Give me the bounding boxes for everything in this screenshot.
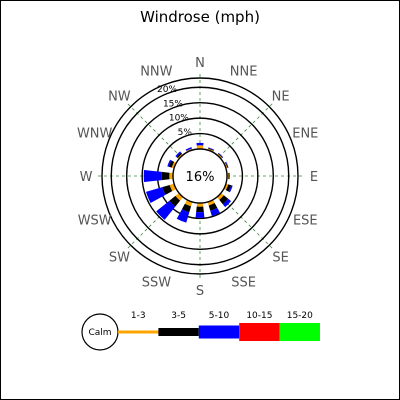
calm-center-circle — [172, 148, 228, 204]
bar-e-3-5 — [228, 172, 230, 180]
bar-nne-5-10 — [208, 147, 215, 151]
bar-ese-5-10 — [228, 185, 233, 193]
chart-title: Windrose (mph) — [140, 8, 260, 26]
grid-ring-outer — [101, 77, 299, 275]
legend-label-5-10: 5-10 — [209, 311, 230, 321]
calm-percent-label: 16% — [186, 170, 215, 185]
direction-label-e: E — [310, 170, 318, 185]
radial-tick-label: 5% — [178, 128, 193, 138]
bar-sse-5-10 — [210, 207, 221, 217]
legend-swatch-5-10 — [198, 325, 240, 339]
bar-se-1-3 — [216, 192, 224, 200]
direction-label-wnw: WNW — [77, 126, 113, 141]
bar-e-5-10 — [228, 172, 230, 180]
grid-ring — [125, 101, 275, 251]
legend-label-1-3: 1-3 — [131, 311, 146, 321]
bar-nw-5-10 — [175, 151, 182, 158]
bar-s-3-5 — [196, 206, 204, 213]
direction-label-w: W — [80, 170, 93, 185]
direction-label-s: S — [196, 284, 204, 299]
bar-ese-1-3 — [223, 183, 229, 191]
direction-label-sse: SSE — [231, 275, 256, 290]
bar-s-1-3 — [196, 202, 204, 207]
bar-ssw-5-10 — [176, 209, 190, 223]
bar-s-5-10 — [195, 212, 205, 218]
bar-ene-5-10 — [225, 161, 229, 168]
bar-se-5-10 — [222, 198, 232, 208]
direction-label-nw: NW — [108, 89, 131, 104]
grid-spoke — [127, 103, 182, 158]
direction-label-ssw: SSW — [142, 275, 172, 290]
direction-label-sw: SW — [109, 251, 130, 266]
bar-w-3-5 — [161, 171, 170, 181]
direction-label-nnw: NNW — [140, 65, 172, 80]
legend-calm-label: Calm — [88, 328, 111, 338]
bar-wsw-3-5 — [162, 184, 173, 195]
bar-sse-3-5 — [208, 202, 218, 211]
radial-tick-label: 15% — [163, 99, 183, 109]
bar-ssw-3-5 — [181, 203, 192, 213]
legend-label-10-15: 10-15 — [246, 311, 272, 321]
bar-wnw-1-3 — [171, 161, 177, 169]
legend-label-15-20: 15-20 — [287, 311, 313, 321]
bar-ese-3-5 — [225, 184, 232, 192]
bar-w-1-3 — [169, 172, 174, 180]
legend-swatch-10-15 — [239, 323, 280, 341]
bar-ne-3-5 — [217, 153, 223, 159]
bar-sw-5-10 — [156, 200, 176, 220]
legend-swatch-3-5 — [158, 328, 199, 336]
bar-ne-5-10 — [218, 152, 224, 158]
direction-label-se: SE — [272, 251, 288, 266]
direction-label-ne: NE — [272, 89, 290, 104]
bar-nne-3-5 — [208, 148, 214, 151]
windrose-bars — [143, 142, 233, 223]
direction-labels: N NNE NE ENE E ESE SE SSE S SSW SW WSW W WNW NW NNW — [77, 56, 318, 299]
grid-spoke — [218, 103, 273, 158]
grid-ring — [141, 117, 259, 235]
bar-nnw-5-10 — [185, 147, 192, 151]
bar-w-5-10 — [143, 170, 162, 182]
direction-label-ese: ESE — [293, 214, 318, 229]
bar-wnw-5-10 — [167, 159, 172, 167]
bar-sw-3-5 — [169, 195, 181, 207]
legend-label-3-5: 3-5 — [171, 311, 186, 321]
bar-n-5-10 — [196, 142, 204, 146]
legend-swatch-1-3 — [118, 330, 159, 334]
bar-se-3-5 — [219, 195, 229, 205]
bar-sw-1-3 — [175, 192, 184, 201]
direction-label-n: N — [195, 56, 205, 71]
grid-ring — [110, 86, 290, 266]
bar-sse-1-3 — [207, 199, 215, 206]
bar-n-1-3 — [196, 145, 204, 150]
legend-swatch-15-20 — [279, 323, 320, 341]
bar-wnw-3-5 — [168, 160, 175, 168]
radial-tick-labels: 5% 10% 15% 20% — [157, 85, 192, 138]
radial-tick-label: 10% — [169, 114, 189, 124]
radial-tick-label: 20% — [157, 85, 177, 95]
calm-circle-group: 16% — [172, 148, 228, 204]
bar-ene-3-5 — [225, 162, 228, 168]
bar-wsw-5-10 — [145, 187, 166, 203]
direction-label-ene: ENE — [292, 126, 318, 141]
bar-nw-3-5 — [176, 152, 183, 159]
speed-legend: Calm 1-3 3-5 5-10 10-15 15-20 — [81, 311, 320, 351]
direction-label-wsw: WSW — [78, 214, 112, 229]
direction-label-nne: NNE — [230, 65, 258, 80]
